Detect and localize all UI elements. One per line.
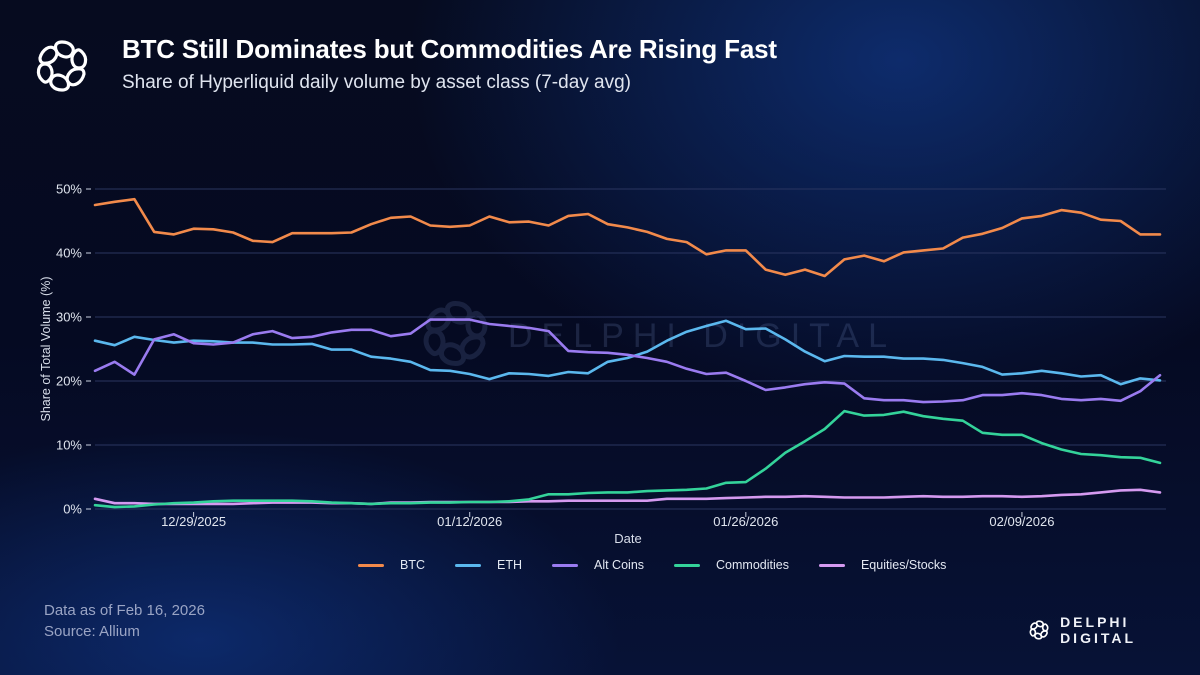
x-axis-label: Date xyxy=(614,531,641,546)
legend-item: Equities/Stocks xyxy=(818,558,947,572)
series-line-equities-stocks xyxy=(93,488,1162,506)
legend-swatch xyxy=(674,563,701,567)
legend-label: Commodities xyxy=(716,558,789,572)
footer-notes: Data as of Feb 16, 2026 Source: Allium xyxy=(44,600,205,642)
watermark-text: DELPHI DIGITAL xyxy=(508,317,896,355)
y-tick-label: 20% xyxy=(56,374,82,389)
x-tick-label: 01/12/2026 xyxy=(437,514,502,529)
legend-item: ETH xyxy=(455,558,522,572)
series-line-eth xyxy=(93,319,1162,386)
watermark-logo-icon xyxy=(423,300,488,367)
brand-mark: DELPHI DIGITAL xyxy=(1028,614,1200,646)
chart-title: BTC Still Dominates but Commodities Are … xyxy=(122,34,777,64)
legend-label: BTC xyxy=(400,558,425,572)
data-as-of: Data as of Feb 16, 2026 xyxy=(44,602,205,619)
legend-swatch xyxy=(455,563,481,567)
legend-label: Equities/Stocks xyxy=(860,558,947,572)
line-chart: DELPHI DIGITAL 0% 10% 20% 30% 40% 50% 12/29/2… xyxy=(39,182,1166,546)
x-tick-label: 02/09/2026 xyxy=(989,514,1054,529)
legend-label: ETH xyxy=(497,558,522,572)
y-tick-label: 40% xyxy=(56,246,82,261)
data-source: Source: Allium xyxy=(44,623,140,640)
chart-legend: BTC ETH Alt Coins Commodities Equities/Stock… xyxy=(358,558,976,572)
legend-swatch xyxy=(818,563,845,567)
series-line-commodities xyxy=(93,409,1162,509)
legend-swatch xyxy=(358,563,384,567)
series-line-alt-coins xyxy=(93,318,1162,404)
series-line-btc xyxy=(93,197,1162,278)
legend-label: Alt Coins xyxy=(594,558,645,572)
y-axis-label: Share of Total Volume (%) xyxy=(39,277,53,422)
delphi-logo-icon xyxy=(36,40,88,92)
legend-item: Alt Coins xyxy=(552,558,644,572)
y-tick-label: 50% xyxy=(56,182,82,197)
y-tick-label: 0% xyxy=(63,502,82,517)
x-tick-label: 01/26/2026 xyxy=(713,514,778,529)
chart-subtitle: Share of Hyperliquid daily volume by ass… xyxy=(122,72,632,93)
legend-item: Commodities xyxy=(674,558,789,572)
legend-item: BTC xyxy=(358,558,425,572)
x-tick-label: 12/29/2025 xyxy=(161,514,226,529)
brand-name: DELPHI DIGITAL xyxy=(1060,614,1137,646)
watermark: DELPHI DIGITAL xyxy=(423,300,896,367)
brand-logo-icon xyxy=(1029,620,1049,640)
y-tick-label: 10% xyxy=(56,438,82,453)
y-tick-label: 30% xyxy=(56,310,82,325)
legend-swatch xyxy=(552,563,578,567)
